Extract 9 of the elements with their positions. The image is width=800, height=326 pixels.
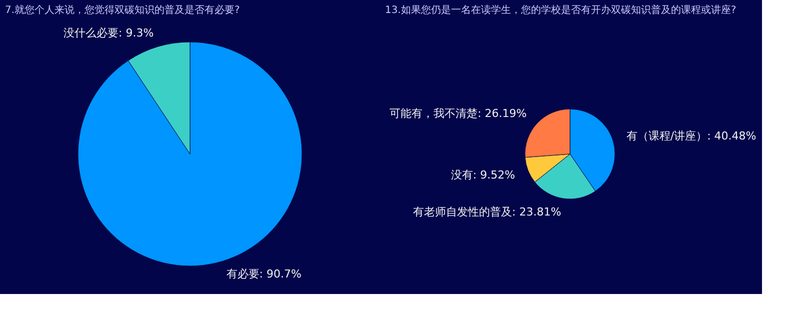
slice-label: 有（课程/讲座）: 40.48% (626, 130, 756, 143)
pie-slice (78, 42, 302, 266)
slice-label: 有必要: 90.7% (226, 268, 302, 281)
slice-label: 没有: 9.52% (450, 168, 516, 182)
chart-title: 13.如果您仍是一名在读学生，您的学校是否有开办双碳知识普及的课程或讲座? (385, 4, 736, 16)
slice-label: 没什么必要: 9.3% (64, 26, 154, 40)
slice-label: 有老师自发性的普及: 23.81% (413, 205, 562, 218)
chart-title: 7.就您个人来说，您觉得双碳知识的普及是否有必要? (5, 4, 240, 16)
slice-label: 可能有，我不清楚: 26.19% (390, 106, 527, 120)
